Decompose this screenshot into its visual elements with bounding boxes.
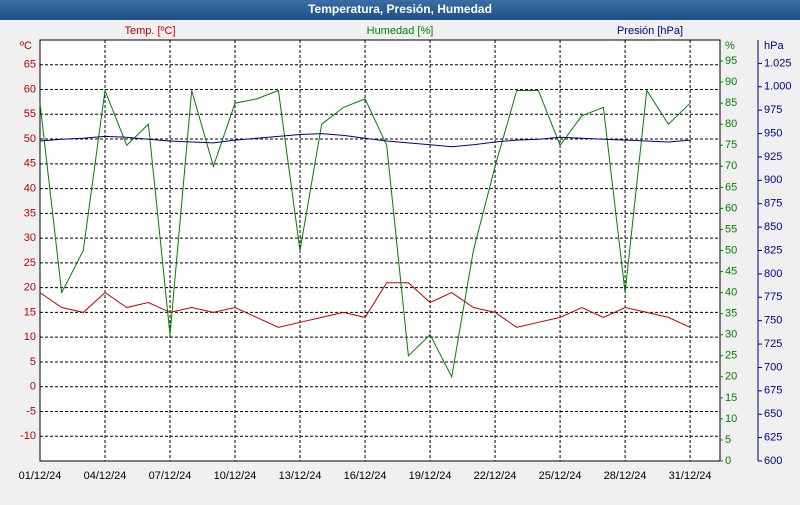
y2-tick-label: 80 <box>725 118 737 130</box>
x-tick-label: 01/12/24 <box>19 470 62 482</box>
y2-tick-label: 35 <box>725 308 737 320</box>
y3-tick-label: 900 <box>764 174 782 186</box>
y3-tick-label: 825 <box>764 244 782 256</box>
x-tick-label: 07/12/24 <box>149 470 192 482</box>
x-tick-label: 22/12/24 <box>474 470 517 482</box>
legend-label: Presión [hPa] <box>617 25 683 37</box>
y2-tick-label: 0 <box>725 455 731 467</box>
chart-title: Temperatura, Presión, Humedad <box>308 2 492 16</box>
y-tick-label: 5 <box>30 356 36 368</box>
y3-tick-label: 700 <box>764 361 782 373</box>
legend-label: Temp. [ºC] <box>124 25 175 37</box>
y3-tick-label: 800 <box>764 268 782 280</box>
y2-tick-label: 60 <box>725 202 737 214</box>
y3-tick-label: 725 <box>764 338 782 350</box>
y-tick-label: 40 <box>24 182 36 194</box>
y2-tick-label: 20 <box>725 371 737 383</box>
y2-tick-label: 10 <box>725 413 737 425</box>
x-tick-label: 13/12/24 <box>279 470 322 482</box>
y-tick-label: -10 <box>20 430 36 442</box>
y-tick-label: 65 <box>24 59 36 71</box>
y-unit: ºC <box>20 40 32 52</box>
y-tick-label: 10 <box>24 331 36 343</box>
y3-tick-label: 925 <box>764 151 782 163</box>
y2-tick-label: 40 <box>725 287 737 299</box>
series-line <box>39 282 691 328</box>
y2-tick-label: 15 <box>725 392 737 404</box>
title-bar <box>0 0 800 20</box>
plot-area <box>39 39 721 462</box>
y2-tick-label: 50 <box>725 244 737 256</box>
y3-unit: hPa <box>764 40 784 52</box>
series-line <box>39 88 691 379</box>
y3-tick-label: 875 <box>764 198 782 210</box>
y-tick-label: 25 <box>24 257 36 269</box>
x-tick-label: 16/12/24 <box>344 470 387 482</box>
y3-tick-label: 600 <box>764 455 782 467</box>
y-tick-label: 30 <box>24 232 36 244</box>
y2-tick-label: 25 <box>725 350 737 362</box>
y3-tick-label: 1.025 <box>764 57 792 69</box>
series-line <box>39 133 691 148</box>
y-tick-label: 45 <box>24 158 36 170</box>
y-tick-label: 0 <box>30 381 36 393</box>
y3-tick-label: 1.000 <box>764 81 792 93</box>
y2-tick-label: 95 <box>725 55 737 67</box>
y2-tick-label: 45 <box>725 265 737 277</box>
y-tick-label: -5 <box>26 405 36 417</box>
y-tick-label: 60 <box>24 83 36 95</box>
y-tick-label: 35 <box>24 207 36 219</box>
y-tick-label: 55 <box>24 108 36 120</box>
y3-tick-label: 775 <box>764 291 782 303</box>
y3-tick-label: 750 <box>764 315 782 327</box>
x-tick-label: 25/12/24 <box>539 470 582 482</box>
y2-tick-label: 70 <box>725 160 737 172</box>
y-tick-label: 15 <box>24 306 36 318</box>
y2-tick-label: 75 <box>725 139 737 151</box>
y-tick-label: 20 <box>24 282 36 294</box>
x-tick-label: 10/12/24 <box>214 470 257 482</box>
y2-tick-label: 85 <box>725 97 737 109</box>
y2-tick-label: 65 <box>725 181 737 193</box>
y3-tick-label: 975 <box>764 104 782 116</box>
y2-tick-label: 90 <box>725 76 737 88</box>
x-tick-label: 19/12/24 <box>409 470 452 482</box>
y3-tick-label: 625 <box>764 432 782 444</box>
x-tick-label: 04/12/24 <box>84 470 127 482</box>
y-tick-label: 50 <box>24 133 36 145</box>
y2-tick-label: 5 <box>725 434 731 446</box>
y2-unit: % <box>725 40 735 52</box>
y3-tick-label: 950 <box>764 127 782 139</box>
y2-tick-label: 55 <box>725 223 737 235</box>
y3-tick-label: 675 <box>764 385 782 397</box>
x-tick-label: 28/12/24 <box>604 470 647 482</box>
x-tick-label: 31/12/24 <box>669 470 712 482</box>
y2-tick-label: 30 <box>725 329 737 341</box>
y3-tick-label: 650 <box>764 408 782 420</box>
legend-label: Humedad [%] <box>367 25 434 37</box>
y3-tick-label: 850 <box>764 221 782 233</box>
